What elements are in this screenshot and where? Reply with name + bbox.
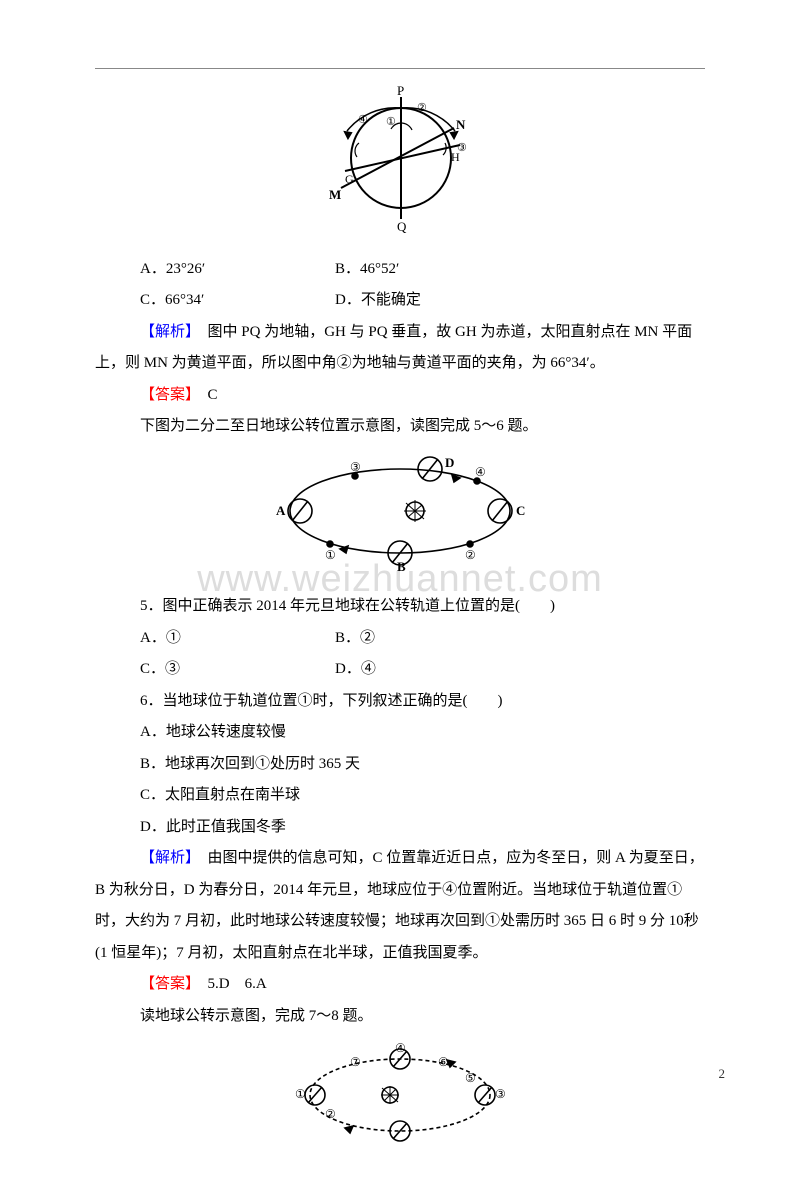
svg-text:A: A — [276, 503, 286, 518]
diagram-orbit-numbered: ① ② ③ ④ ⑤ ⑥ ⑦ — [95, 1040, 705, 1163]
q6-analysis: 【解析】 由图中提供的信息可知，C 位置靠近近日点，应为冬至日，则 A 为夏至日… — [95, 843, 705, 969]
svg-text:④: ④ — [475, 465, 486, 479]
q4-option-c: C．66°34′ — [95, 285, 335, 317]
diagram-orbit-abcd: A B C D ① ② ③ ④ — [95, 451, 705, 584]
svg-text:C: C — [516, 503, 525, 518]
q5-stem: 5．图中正确表示 2014 年元旦地球在公转轨道上位置的是( ) — [95, 591, 705, 623]
svg-text:②: ② — [465, 548, 476, 562]
svg-text:①: ① — [325, 548, 336, 562]
diagram-earth-axis: P Q M N G H ① ② ③ ④ — [95, 83, 705, 246]
svg-text:③: ③ — [350, 460, 361, 474]
svg-text:⑦: ⑦ — [350, 1055, 361, 1069]
svg-text:④: ④ — [358, 114, 368, 126]
intro-78: 读地球公转示意图，完成 7～8 题。 — [95, 1001, 705, 1033]
svg-text:⑥: ⑥ — [438, 1055, 449, 1069]
q4-option-b: B．46°52′ — [335, 254, 399, 286]
q5-option-b: B．② — [335, 623, 375, 655]
q4-option-a: A．23°26′ — [95, 254, 335, 286]
q6-option-d: D．此时正值我国冬季 — [95, 812, 705, 844]
svg-text:①: ① — [295, 1087, 306, 1101]
svg-text:G: G — [345, 172, 354, 186]
svg-text:④: ④ — [395, 1041, 406, 1055]
q4-option-d: D．不能确定 — [335, 285, 421, 317]
q5-option-c: C．③ — [95, 654, 335, 686]
q6-option-c: C．太阳直射点在南半球 — [95, 780, 705, 812]
q4-answer: 【答案】 C — [95, 380, 705, 412]
svg-text:B: B — [397, 559, 406, 571]
q6-option-a: A．地球公转速度较慢 — [95, 717, 705, 749]
svg-text:N: N — [456, 117, 466, 132]
svg-text:①: ① — [386, 116, 396, 128]
svg-text:P: P — [397, 83, 404, 98]
q4-analysis: 【解析】 图中 PQ 为地轴，GH 与 PQ 垂直，故 GH 为赤道，太阳直射点… — [95, 317, 705, 380]
svg-text:D: D — [445, 455, 454, 470]
svg-text:M: M — [329, 187, 341, 202]
intro-56: 下图为二分二至日地球公转位置示意图，读图完成 5～6 题。 — [95, 411, 705, 443]
q6-option-b: B．地球再次回到①处历时 365 天 — [95, 749, 705, 781]
svg-text:③: ③ — [457, 142, 467, 154]
svg-text:③: ③ — [495, 1087, 506, 1101]
svg-text:⑤: ⑤ — [465, 1071, 476, 1085]
q5-option-a: A．① — [95, 623, 335, 655]
q6-stem: 6．当地球位于轨道位置①时，下列叙述正确的是( ) — [95, 686, 705, 718]
svg-text:②: ② — [325, 1107, 336, 1121]
q5-option-d: D．④ — [335, 654, 376, 686]
svg-text:②: ② — [417, 102, 427, 114]
q6-answer: 【答案】 5.D 6.A — [95, 969, 705, 1001]
svg-text:Q: Q — [397, 219, 407, 233]
